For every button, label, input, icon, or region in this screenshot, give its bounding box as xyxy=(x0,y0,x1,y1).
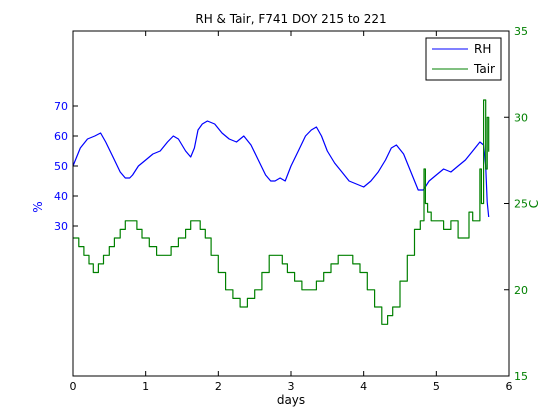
legend-box xyxy=(425,37,502,81)
series-line-tair xyxy=(73,99,490,325)
y-left-tick-label: 70 xyxy=(54,100,68,113)
y-left-tick-label: 50 xyxy=(54,160,68,173)
y-axis-left: 30 40 50 60 70 xyxy=(54,100,78,233)
series-line-rh xyxy=(72,120,490,218)
legend: RH Tair xyxy=(425,37,502,81)
y-right-tick-label: 25 xyxy=(514,198,528,211)
series-group xyxy=(72,99,490,325)
y-left-tick-label: 60 xyxy=(54,130,68,143)
y-right-tick-label: 15 xyxy=(514,370,528,383)
y-left-tick-label: 30 xyxy=(54,220,68,233)
x-tick-label: 1 xyxy=(142,380,149,393)
y-right-tick-label: 35 xyxy=(514,25,528,38)
plot-background xyxy=(73,31,509,376)
y-right-tick-label: 30 xyxy=(514,111,528,124)
y-axis-right-label: C xyxy=(527,200,541,208)
x-axis: 0 1 2 3 4 5 6 xyxy=(70,31,513,393)
x-tick-label: 0 xyxy=(70,380,77,393)
x-tick-label: 5 xyxy=(433,380,440,393)
x-tick-label: 2 xyxy=(215,380,222,393)
y-left-tick-label: 40 xyxy=(54,190,68,203)
x-tick-label: 4 xyxy=(360,380,367,393)
chart-title: RH & Tair, F741 DOY 215 to 221 xyxy=(195,12,386,26)
y-right-tick-label: 20 xyxy=(514,284,528,297)
y-axis-right: 15 20 25 30 35 xyxy=(504,25,528,383)
legend-label-rh: RH xyxy=(474,42,491,56)
y-axis-left-label: % xyxy=(31,201,45,212)
x-tick-label: 3 xyxy=(288,380,295,393)
x-axis-label: days xyxy=(277,393,305,407)
x-tick-label: 6 xyxy=(506,380,513,393)
legend-label-tair: Tair xyxy=(473,62,495,76)
